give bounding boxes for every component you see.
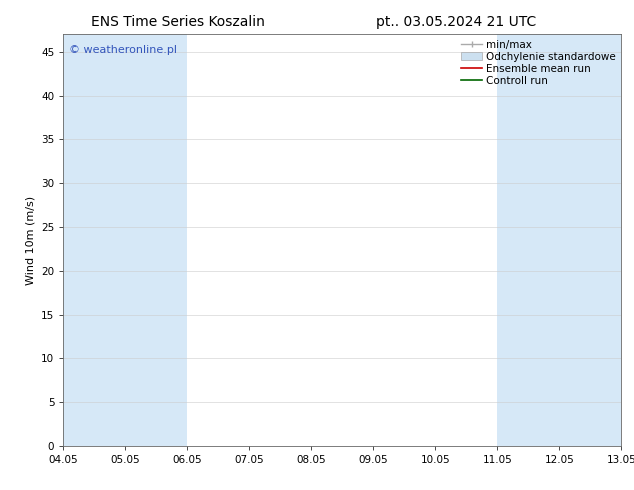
Y-axis label: Wind 10m (m/s): Wind 10m (m/s) — [25, 196, 36, 285]
Bar — [559, 34, 621, 446]
Legend: min/max, Odchylenie standardowe, Ensemble mean run, Controll run: min/max, Odchylenie standardowe, Ensembl… — [459, 37, 618, 88]
Bar — [63, 34, 126, 446]
Bar — [126, 34, 188, 446]
Text: ENS Time Series Koszalin: ENS Time Series Koszalin — [91, 15, 264, 29]
Text: © weatheronline.pl: © weatheronline.pl — [69, 45, 177, 54]
Bar — [497, 34, 559, 446]
Text: pt.. 03.05.2024 21 UTC: pt.. 03.05.2024 21 UTC — [377, 15, 536, 29]
